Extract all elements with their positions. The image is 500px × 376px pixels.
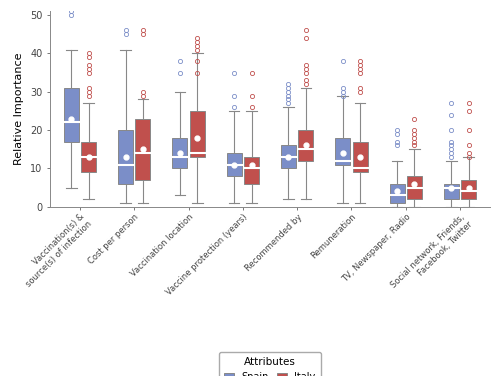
Bar [81, 142, 96, 172]
Bar [407, 176, 422, 199]
Bar [281, 146, 296, 168]
Bar [136, 118, 150, 180]
Bar [444, 184, 459, 199]
Bar [461, 180, 476, 199]
Bar [226, 153, 242, 176]
Bar [190, 111, 205, 157]
Bar [172, 138, 188, 168]
Legend: Spain, Italy: Spain, Italy [220, 352, 320, 376]
Bar [298, 130, 314, 161]
Bar [118, 130, 133, 184]
Bar [244, 157, 259, 184]
Bar [64, 88, 79, 142]
Bar [335, 138, 350, 165]
Y-axis label: Relative Importance: Relative Importance [14, 53, 24, 165]
Bar [390, 184, 404, 203]
Bar [352, 142, 368, 172]
